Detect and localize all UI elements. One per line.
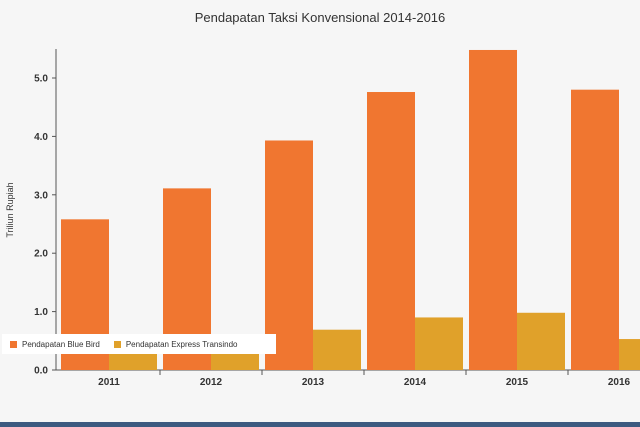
x-tick-label: 2012 bbox=[200, 377, 223, 388]
legend-label-blue-bird: Pendapatan Blue Bird bbox=[22, 339, 100, 349]
legend-label-express: Pendapatan Express Transindo bbox=[125, 339, 238, 349]
bar-express-2014[interactable] bbox=[415, 317, 463, 370]
x-tick-label: 2013 bbox=[302, 377, 325, 388]
bar-blue-bird-2016[interactable] bbox=[571, 89, 619, 371]
bar-blue-bird-2014[interactable] bbox=[367, 92, 415, 371]
legend-swatch-blue-bird bbox=[10, 340, 17, 348]
y-tick-label: 2.0 bbox=[34, 249, 48, 260]
chart-title: Pendapatan Taksi Konvensional 2014-2016 bbox=[194, 10, 446, 25]
y-tick-label: 4.0 bbox=[34, 132, 48, 143]
y-tick-label: 0.0 bbox=[34, 366, 48, 377]
x-tick-label: 2014 bbox=[404, 377, 427, 388]
legend-item-express[interactable]: Pendapatan Express Transindo bbox=[113, 339, 238, 349]
bar-blue-bird-2015[interactable] bbox=[469, 49, 517, 371]
bars bbox=[61, 49, 640, 371]
legend-swatch-express bbox=[113, 340, 121, 348]
legend-item-blue-bird[interactable]: Pendapatan Blue Bird bbox=[10, 340, 100, 349]
x-tick-label: 2016 bbox=[608, 377, 631, 388]
bar-express-2016[interactable] bbox=[619, 339, 640, 370]
y-ticks: 0.0 1.0 2.0 3.0 4.0 5.0 bbox=[34, 74, 56, 377]
x-tick-label: 2011 bbox=[98, 377, 120, 388]
y-tick-label: 3.0 bbox=[34, 190, 48, 201]
y-axis-label: Triliun Rupiah bbox=[5, 182, 15, 238]
y-tick-label: 5.0 bbox=[34, 74, 48, 85]
x-tick-label: 2015 bbox=[506, 377, 529, 388]
bar-express-2015[interactable] bbox=[517, 312, 565, 370]
bar-express-2013[interactable] bbox=[313, 329, 361, 370]
bottom-bar bbox=[0, 422, 640, 427]
y-tick-label: 1.0 bbox=[34, 307, 48, 318]
bar-blue-bird-2013[interactable] bbox=[265, 140, 313, 370]
x-ticks: 2011 2012 2013 2014 2015 2016 bbox=[98, 370, 631, 388]
legend: Pendapatan Blue Bird Pendapatan Express … bbox=[2, 334, 276, 354]
